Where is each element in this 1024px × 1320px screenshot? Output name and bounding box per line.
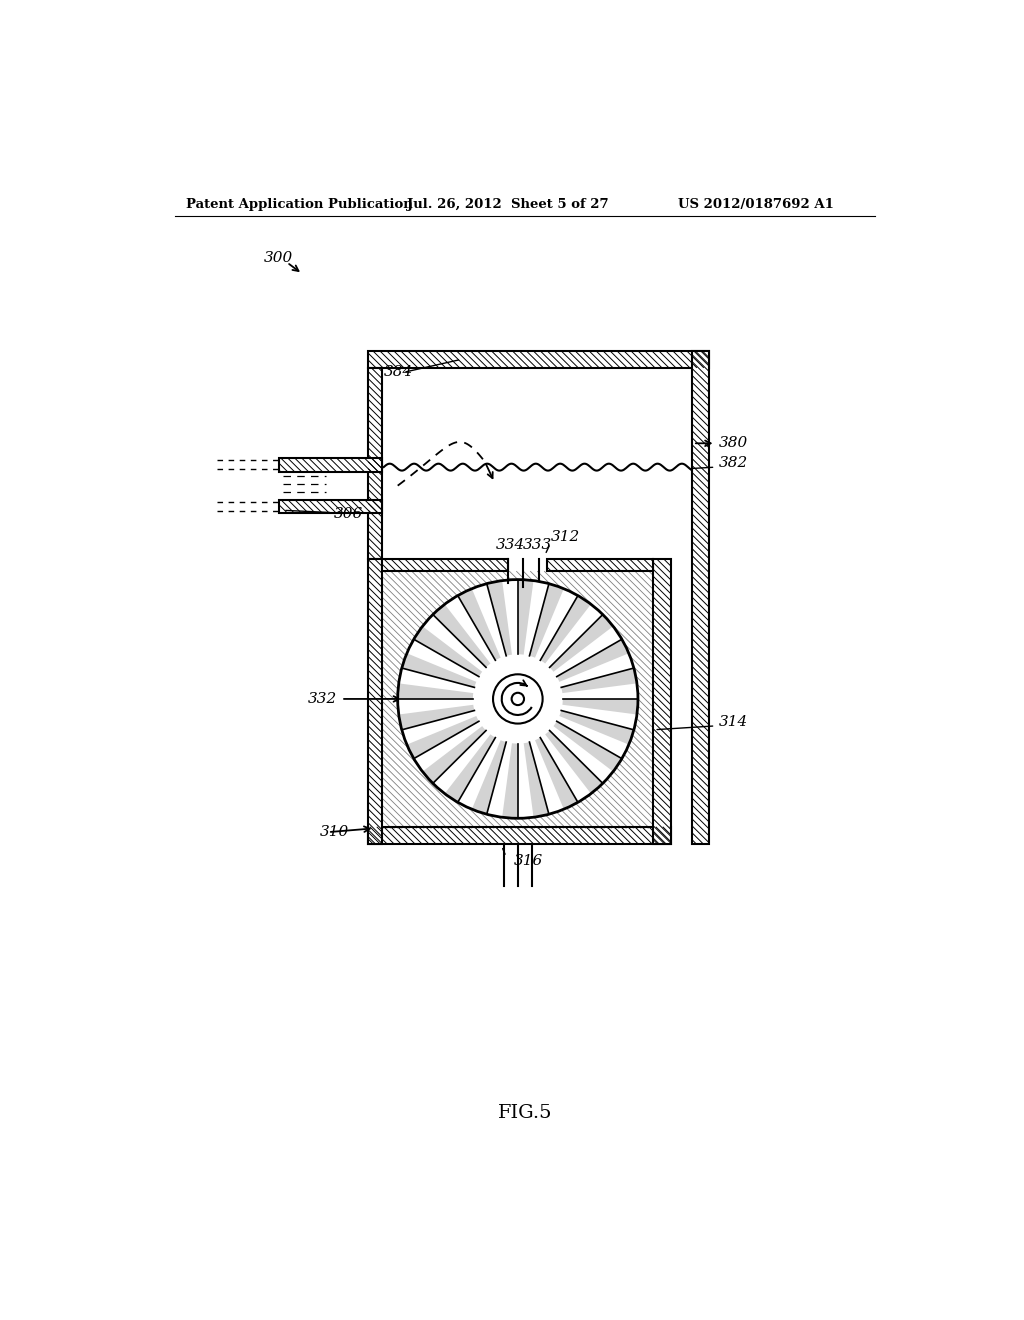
Text: 334: 334 (496, 539, 525, 552)
Bar (280, 458, 382, 471)
Polygon shape (545, 730, 603, 793)
Bar (369, 351, 710, 368)
Text: 316: 316 (514, 854, 543, 867)
Bar (653, 558, 671, 843)
Text: 337: 337 (538, 708, 566, 721)
Text: Jul. 26, 2012  Sheet 5 of 27: Jul. 26, 2012 Sheet 5 of 27 (407, 198, 608, 211)
Text: 306: 306 (334, 507, 362, 521)
Polygon shape (423, 726, 486, 783)
Bar (382, 572, 653, 826)
Polygon shape (562, 700, 638, 714)
Polygon shape (523, 742, 549, 817)
Text: 300: 300 (263, 252, 293, 265)
Polygon shape (458, 589, 501, 660)
Polygon shape (557, 639, 629, 682)
Polygon shape (472, 741, 506, 814)
Text: US 2012/0187692 A1: US 2012/0187692 A1 (678, 198, 835, 211)
Polygon shape (502, 743, 518, 818)
Bar (280, 499, 382, 513)
Circle shape (512, 693, 524, 705)
Text: 333: 333 (523, 539, 553, 552)
Polygon shape (535, 738, 578, 809)
Text: 312: 312 (550, 531, 580, 544)
Polygon shape (433, 605, 490, 668)
Bar (692, 351, 710, 843)
Polygon shape (414, 626, 482, 677)
Bar (369, 368, 382, 558)
Circle shape (397, 579, 638, 818)
Polygon shape (559, 710, 634, 744)
Bar (382, 558, 508, 572)
Text: 314: 314 (719, 715, 748, 729)
Polygon shape (550, 615, 613, 672)
Text: 382: 382 (719, 457, 748, 470)
Bar (382, 368, 692, 558)
Text: Patent Application Publication: Patent Application Publication (186, 198, 413, 211)
Bar (369, 826, 671, 843)
Polygon shape (561, 668, 637, 693)
Text: 332: 332 (308, 692, 337, 706)
Text: 310: 310 (321, 825, 349, 840)
Polygon shape (444, 734, 496, 803)
Text: 384: 384 (384, 366, 413, 379)
Polygon shape (407, 715, 479, 759)
Bar (369, 558, 382, 843)
Polygon shape (529, 583, 564, 657)
Polygon shape (541, 595, 591, 664)
Polygon shape (398, 705, 474, 730)
Text: FIG.5: FIG.5 (498, 1105, 552, 1122)
Polygon shape (554, 721, 622, 772)
Polygon shape (486, 581, 512, 656)
Polygon shape (397, 684, 473, 700)
Text: 380: 380 (719, 437, 748, 450)
Circle shape (493, 675, 543, 723)
Polygon shape (518, 579, 534, 655)
Bar (547, 558, 653, 572)
Polygon shape (401, 653, 476, 688)
